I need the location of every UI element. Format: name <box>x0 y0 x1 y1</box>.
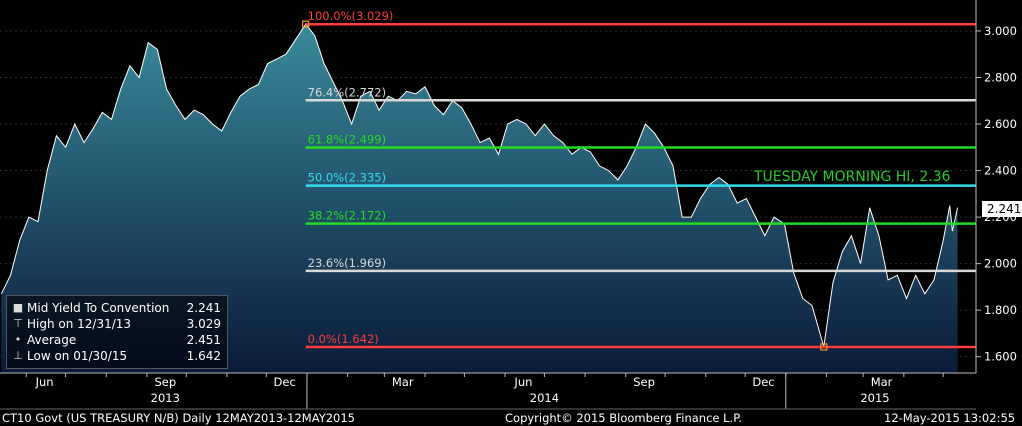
legend-value: 2.241 <box>186 301 221 315</box>
y-tick-label: 3.000 <box>984 24 1017 38</box>
ticker-info: CT10 Govt (US TREASURY N/B) Daily 12MAY2… <box>2 410 355 426</box>
fibonacci-levels: 100.0%(3.029) 76.4%(2.772) 61.8%(2.499) 50.… <box>305 9 976 349</box>
legend: ■ Mid Yield To Convention 2.241 ⊤ High o… <box>6 295 228 369</box>
fib-level-label: 61.8%(2.499) <box>308 133 386 147</box>
x-tick-label: Mar <box>392 375 414 389</box>
y-tick-label: 2.400 <box>984 164 1017 178</box>
last-value-text: 2.241 <box>987 202 1021 216</box>
x-tick-label: Dec <box>752 375 774 389</box>
x-tick-label: Sep <box>633 375 655 389</box>
y-tick-label: 1.800 <box>984 303 1017 317</box>
fib-level-label: 38.2%(2.172) <box>308 209 386 223</box>
x-tick-label: Sep <box>154 375 176 389</box>
legend-value: 3.029 <box>186 317 221 331</box>
legend-row: ⊤ High on 12/31/13 3.029 <box>11 316 221 332</box>
x-tick-label: Mar <box>871 375 893 389</box>
x-tick-label: Dec <box>274 375 296 389</box>
yield-line <box>0 23 959 348</box>
average-marker-icon: • <box>14 333 22 346</box>
high-marker-icon: ⊤ <box>13 317 23 330</box>
year-label: 2013 <box>151 391 180 405</box>
legend-row: ⊥ Low on 01/30/15 1.642 <box>11 348 221 364</box>
yield-area <box>1 24 958 373</box>
year-label: 2015 <box>860 391 889 405</box>
x-axis: Jun Sep Dec Mar Jun Sep Dec Mar 2013 2014 2015 <box>0 372 976 410</box>
fib-level-label: 76.4%(2.772) <box>308 85 386 99</box>
legend-label: Average <box>27 333 77 347</box>
low-marker-icon: ⊥ <box>13 349 23 362</box>
legend-value: 2.451 <box>186 333 221 347</box>
x-tick-label: Jun <box>513 375 532 389</box>
annotation: TUESDAY MORNING HI, 2.36 <box>753 169 951 185</box>
legend-label: Low on 01/30/15 <box>27 349 128 363</box>
fib-level-label: 23.6%(1.969) <box>308 256 386 270</box>
x-tick-label: Jun <box>35 375 54 389</box>
year-label: 2014 <box>530 391 559 405</box>
fib-level-label: 100.0%(3.029) <box>308 9 394 23</box>
extreme-marker <box>820 343 828 351</box>
legend-value: 1.642 <box>186 349 221 363</box>
period: Daily 12MAY2013-12MAY2015 <box>182 411 355 425</box>
footer: CT10 Govt (US TREASURY N/B) Daily 12MAY2… <box>0 410 1022 426</box>
extreme-markers <box>302 20 828 351</box>
legend-row: ■ Mid Yield To Convention 2.241 <box>11 300 221 316</box>
ticker: CT10 Govt (US TREASURY N/B) <box>2 411 179 425</box>
y-tick-label: 2.800 <box>984 70 1017 84</box>
timestamp: 12-May-2015 13:02:55 <box>884 411 1016 425</box>
copyright: Copyright© 2015 Bloomberg Finance L.P. <box>505 411 742 425</box>
legend-label: High on 12/31/13 <box>27 317 132 331</box>
y-tick-label: 2.600 <box>984 117 1017 131</box>
fib-level-label: 0.0%(1.642) <box>308 332 379 346</box>
legend-row: • Average 2.451 <box>11 332 221 348</box>
legend-label: Mid Yield To Convention <box>27 301 170 315</box>
series-swatch-icon: ■ <box>12 301 24 314</box>
extreme-marker <box>302 20 310 28</box>
fib-level-label: 50.0%(2.335) <box>308 171 386 185</box>
last-value-badge: 2.241 <box>982 201 1022 217</box>
y-tick-label: 1.600 <box>984 350 1017 364</box>
y-tick-label: 2.000 <box>984 257 1017 271</box>
